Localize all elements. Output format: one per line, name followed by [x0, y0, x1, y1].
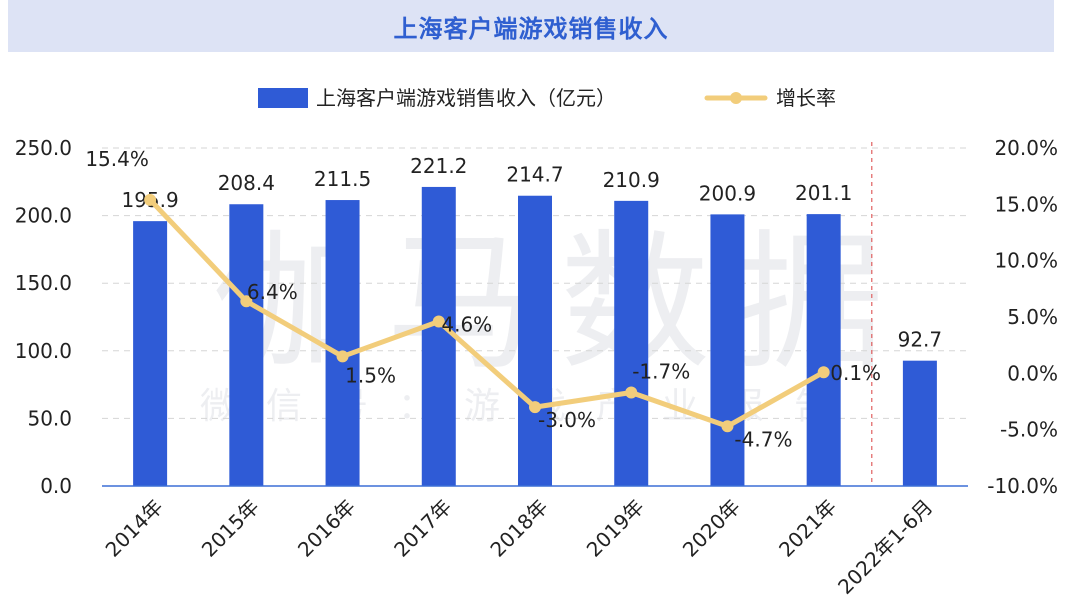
line-series: 15.4% 6.4% 1.5% 4.6% -3.0% -1.7% -4.7% 0.1% [85, 147, 881, 451]
x-axis-tick-label: 2018年 [485, 495, 552, 562]
growth-rate-point [817, 366, 830, 379]
growth-rate-label: -1.7% [632, 359, 690, 383]
growth-rate-label: 15.4% [85, 147, 149, 171]
bar [806, 214, 841, 486]
right-axis-tick-label: 0.0% [1007, 361, 1058, 385]
growth-rate-label: 4.6% [441, 313, 492, 337]
watermark-main: 伽马数据 [212, 217, 908, 391]
bar-value-label: 201.1 [795, 181, 852, 205]
bar-value-label: 208.4 [218, 171, 275, 195]
right-axis-tick-label: 15.0% [994, 192, 1058, 216]
legend-line-label: 增长率 [776, 86, 836, 110]
bar [325, 200, 360, 486]
left-axis-tick-label: 0.0 [40, 474, 72, 498]
left-axis-tick-label: 200.0 [15, 204, 72, 228]
legend-bar-label: 上海客户端游戏销售收入（亿元） [316, 86, 616, 110]
right-axis-tick-label: 5.0% [1007, 305, 1058, 329]
right-axis-tick-label: -10.0% [987, 474, 1058, 498]
right-axis-tick-label: 10.0% [994, 249, 1058, 273]
bar-series: 195.9208.4211.5221.2214.7210.9200.9201.1… [121, 154, 943, 487]
bar-value-label: 211.5 [314, 167, 371, 191]
left-axis-tick-label: 100.0 [15, 339, 72, 363]
legend-line-marker [730, 92, 742, 104]
growth-rate-point [432, 315, 445, 328]
growth-rate-point [144, 193, 157, 206]
bar [229, 204, 264, 486]
left-axis-tick-label: 250.0 [15, 136, 72, 160]
growth-rate-label: 6.4% [247, 280, 298, 304]
growth-rate-label: 1.5% [345, 363, 396, 387]
bar [421, 186, 456, 486]
growth-rate-line [148, 198, 825, 429]
left-axis-tick-label: 150.0 [15, 271, 72, 295]
growth-rate-label: 0.1% [830, 361, 881, 385]
x-axis-tick-label: 2020年 [678, 495, 745, 562]
growth-rate-point [625, 386, 638, 399]
bar [614, 200, 649, 486]
bar-value-label: 221.2 [410, 154, 467, 178]
bar [518, 195, 552, 487]
x-axis-tick-label: 2014年 [101, 495, 168, 562]
growth-rate-label: -3.0% [538, 408, 596, 432]
growth-rate-point [721, 420, 734, 433]
x-axis-tick-label: 2019年 [582, 495, 649, 562]
right-axis-tick-label: 20.0% [994, 136, 1058, 160]
left-axis-tick-label: 50.0 [27, 406, 72, 430]
growth-rate-label: -4.7% [734, 427, 792, 451]
growth-rate-point [336, 350, 349, 363]
bar [710, 214, 745, 487]
x-axis-tick-label: 2021年 [774, 495, 841, 562]
watermark: 伽马数据 微信号：游戏产业报告 [200, 217, 908, 427]
x-axis-tick-label: 2016年 [293, 495, 360, 562]
x-axis-tick-label: 2022年1-6月 [833, 495, 937, 599]
x-axis-tick-label: 2015年 [197, 495, 264, 562]
bar-value-label: 92.7 [898, 328, 943, 352]
x-axis-tick-label: 2017年 [389, 495, 456, 562]
bar-value-label: 214.7 [506, 163, 563, 187]
growth-rate-point [529, 401, 541, 414]
legend-bar-swatch [258, 88, 308, 108]
bar [133, 221, 168, 487]
bar-value-label: 200.9 [699, 181, 756, 205]
bar [902, 360, 937, 486]
chart-title: 上海客户端游戏销售收入 [393, 14, 669, 43]
right-axis-tick-label: -5.0% [1000, 418, 1058, 442]
growth-rate-point [240, 295, 253, 308]
legend: 上海客户端游戏销售收入（亿元） 增长率 [258, 86, 836, 110]
bar-value-label: 210.9 [603, 168, 660, 192]
chart-title-band: 上海客户端游戏销售收入 [8, 0, 1054, 52]
